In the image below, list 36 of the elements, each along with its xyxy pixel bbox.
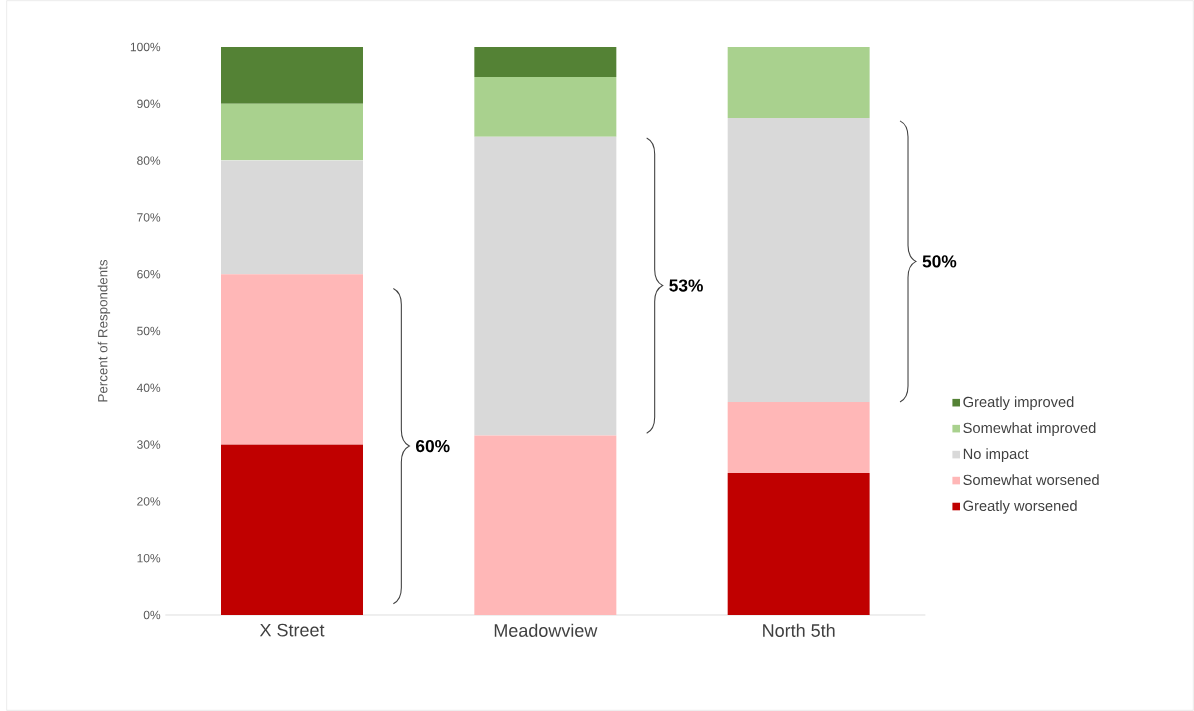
y-tick-label: 80% [137,156,161,165]
y-tick-label: 10% [137,553,161,563]
x-tick-label: Meadowview [494,623,598,637]
bar [221,274,364,445]
y-axis-title: Percent of Respondents [97,259,111,402]
y-tick-label: 90% [137,99,161,109]
bar [474,136,617,436]
bar [221,444,364,615]
legend-label: Greatly worsened [963,500,1077,514]
y-tick-label: 30% [137,440,161,449]
y-tick-label: 0% [143,610,161,620]
bar [221,160,364,275]
bar [474,435,617,615]
x-tick-label: North 5th [763,623,835,637]
y-tick-label: 60% [137,269,161,279]
bar [727,401,870,473]
legend-label: Somewhat worsened [963,474,1099,486]
bar [221,46,364,104]
legend-label: No impact [963,448,1029,462]
annotation: 53% [669,279,703,292]
bar [727,118,870,402]
y-tick-label: 40% [136,383,161,393]
y-tick-label: 100% [130,42,161,52]
annotation: 60% [416,439,450,453]
y-tick-label: 50% [137,326,161,336]
y-tick-label: 70% [137,213,161,222]
bar [474,46,617,78]
bar [221,103,364,161]
legend-label: Somewhat improved [963,422,1096,436]
bar [474,77,617,137]
bar [727,473,870,615]
legend-label: Greatly improved [963,396,1074,411]
x-tick-label: X Street [259,623,325,637]
annotation: 50% [922,255,957,268]
bar [727,46,870,118]
y-tick-label: 20% [137,497,161,506]
